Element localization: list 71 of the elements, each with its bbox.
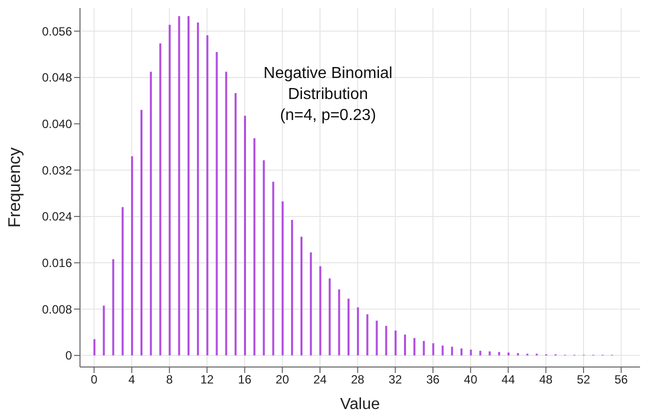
- bar: [328, 278, 331, 356]
- bar: [168, 24, 171, 356]
- bar: [310, 252, 312, 356]
- bar: [131, 156, 134, 356]
- bar: [338, 289, 340, 356]
- y-axis-title: Frequency: [5, 146, 24, 228]
- x-tick-label: 52: [576, 372, 591, 387]
- x-tick-label: 8: [166, 372, 174, 387]
- bar: [348, 298, 350, 356]
- bar: [206, 35, 208, 356]
- bar: [366, 314, 368, 356]
- x-tick-label: 32: [388, 372, 402, 387]
- bar: [150, 72, 152, 356]
- x-tick-label: 40: [464, 372, 478, 387]
- bar: [291, 220, 294, 356]
- bar: [234, 93, 237, 356]
- bar: [413, 338, 416, 356]
- x-tick-label: 24: [313, 372, 327, 387]
- bar: [159, 43, 162, 356]
- bar: [470, 350, 472, 356]
- bar: [188, 16, 190, 356]
- bar: [460, 348, 462, 356]
- bar: [442, 346, 444, 356]
- bar: [432, 343, 434, 356]
- x-axis-title: Value: [340, 396, 380, 413]
- bar: [498, 352, 500, 356]
- y-tick-label: 0.016: [42, 256, 72, 270]
- bar: [282, 201, 284, 356]
- x-tick-label: 16: [238, 372, 252, 387]
- bar: [376, 320, 378, 356]
- bar: [422, 340, 425, 356]
- bar: [451, 346, 454, 356]
- y-tick-label: 0.040: [42, 117, 72, 132]
- x-tick-label: 48: [539, 372, 553, 387]
- bar: [122, 207, 124, 356]
- bar: [508, 352, 510, 356]
- bar: [394, 330, 397, 356]
- bar: [102, 306, 105, 356]
- x-tick-label: 44: [502, 372, 516, 387]
- bar: [272, 182, 274, 356]
- y-tick-label: 0.008: [42, 302, 72, 316]
- bar: [385, 326, 388, 356]
- bar: [488, 351, 491, 356]
- bar: [300, 236, 302, 356]
- x-tick-label: 36: [426, 372, 440, 387]
- bar: [356, 307, 359, 356]
- bar: [216, 52, 218, 356]
- x-tick-label: 12: [200, 372, 214, 387]
- bar: [140, 110, 142, 356]
- x-tick-label: 28: [350, 372, 365, 387]
- y-tick-label: 0.048: [42, 70, 72, 85]
- y-tick-label: 0.032: [42, 163, 72, 178]
- y-tick-label: 0.024: [42, 210, 72, 224]
- x-tick-label: 56: [614, 372, 628, 387]
- bar: [178, 16, 180, 356]
- bar: [225, 72, 228, 356]
- bar: [253, 138, 256, 356]
- bar: [262, 160, 265, 356]
- bar: [479, 350, 482, 356]
- bar: [93, 339, 96, 356]
- bar: [319, 266, 322, 356]
- bar: [244, 116, 246, 356]
- x-tick-label: 4: [128, 372, 136, 387]
- y-tick-label: 0.056: [42, 24, 72, 38]
- x-tick-label: 20: [276, 372, 290, 387]
- x-tick-label: 0: [90, 372, 98, 387]
- text: Negative Binomial Distribution (n=4, p=0.23): [262, 64, 394, 126]
- bar: [112, 259, 114, 356]
- y-tick-label: 0: [65, 348, 72, 363]
- bar: [196, 22, 199, 356]
- bar: [404, 334, 406, 356]
